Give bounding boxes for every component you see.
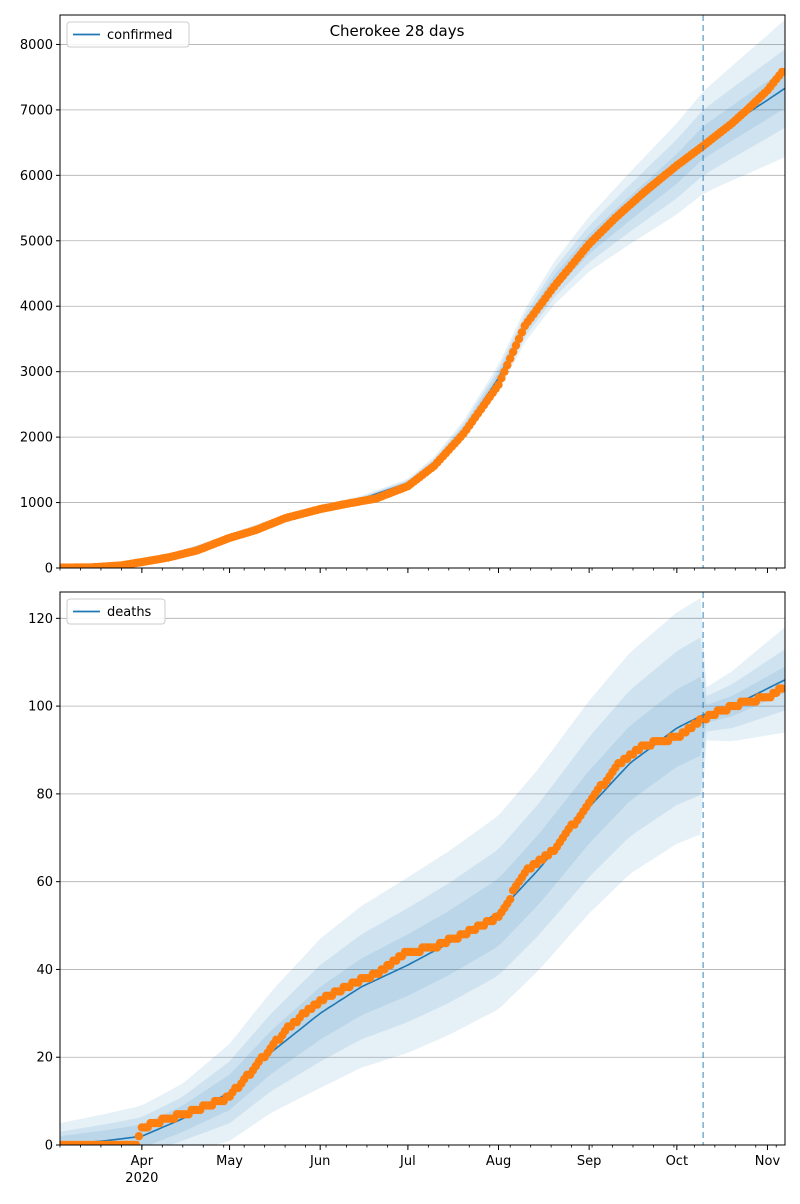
uncertainty-band-1 — [60, 19, 785, 568]
axes-frame — [59, 14, 786, 569]
observed-point — [506, 354, 515, 363]
x-tick-label: May — [216, 1154, 243, 1169]
y-tick-label: 20 — [36, 1051, 53, 1066]
y-tick-label: 2000 — [20, 431, 53, 446]
uncertainty-band-2 — [60, 637, 785, 1145]
y-tick-label: 100 — [28, 700, 53, 715]
y-tick-label: 80 — [36, 787, 53, 802]
y-tick-label: 0 — [45, 562, 53, 577]
y-tick-label: 1000 — [20, 496, 53, 511]
plot-area — [60, 598, 785, 1145]
observed-point — [511, 341, 521, 350]
y-tick-label: 40 — [36, 963, 53, 978]
x-tick-label: Sep — [577, 1154, 602, 1169]
x-tick-label: Aug — [486, 1154, 511, 1169]
y-tick-label: 4000 — [20, 300, 53, 315]
y-tick-label: 5000 — [20, 234, 53, 249]
chart-title: Cherokee 28 days — [330, 22, 465, 40]
y-tick-label: 60 — [36, 875, 53, 890]
x-tick-label: Jul — [399, 1154, 416, 1169]
observed-point — [506, 895, 515, 904]
y-tick-label: 7000 — [20, 103, 53, 118]
panel-confirmed: 0 1000 2000 3000 4000 5000 6000 7000 8000 confirm… — [20, 14, 786, 577]
uncertainty-band-1 — [60, 598, 785, 1145]
x-tick-label: Jun — [309, 1154, 330, 1169]
observed-point — [500, 367, 509, 376]
observed-point — [131, 1140, 141, 1145]
y-tick-label: 6000 — [20, 169, 53, 184]
observed-series-confirmed — [60, 67, 785, 568]
observed-point — [514, 334, 524, 344]
y-tick-label: 120 — [28, 612, 53, 627]
y-tick-label: 3000 — [20, 365, 53, 380]
x-tick-label: Oct — [666, 1154, 688, 1169]
observed-point — [497, 374, 506, 383]
observed-point — [134, 1132, 144, 1141]
legend-label: deaths — [107, 605, 152, 620]
legend-confirmed: confirmed — [66, 21, 190, 48]
legend-deaths: deaths — [66, 598, 166, 625]
x-tick-sublabel: 2020 — [125, 1171, 158, 1186]
legend-label: confirmed — [107, 28, 173, 43]
panel-deaths: 0 20 40 60 80 100 120 Apr 2020 May Jun Jul Aug Sep Oct… — [28, 591, 786, 1186]
x-tick-label: Apr — [131, 1154, 154, 1169]
y-tick-label: 8000 — [20, 38, 53, 53]
observed-point — [508, 347, 518, 357]
observed-series-deaths — [60, 684, 785, 1145]
observed-point — [494, 380, 503, 389]
legend-box — [66, 598, 166, 625]
observed-point — [777, 684, 785, 693]
x-tick-label: Nov — [755, 1154, 781, 1169]
observed-point — [777, 67, 785, 77]
y-tick-label: 0 — [45, 1139, 53, 1154]
legend-box — [66, 21, 190, 48]
observed-point — [503, 360, 512, 370]
plot-area — [60, 19, 785, 568]
axes-frame — [59, 591, 786, 1146]
observed-point — [517, 328, 527, 337]
